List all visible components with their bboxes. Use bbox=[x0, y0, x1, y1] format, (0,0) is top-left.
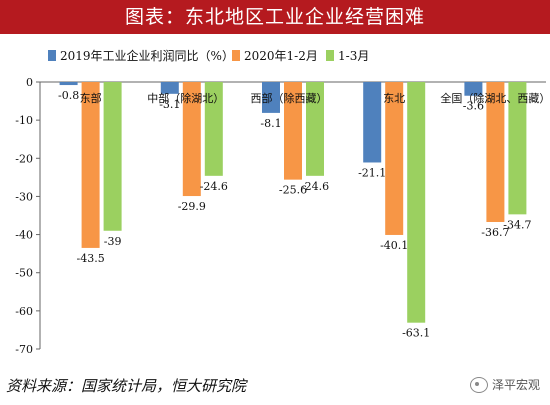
bar-1 bbox=[262, 82, 280, 113]
bar-2 bbox=[81, 82, 100, 248]
category-label: 东部 bbox=[80, 91, 102, 105]
data-label: -25.6 bbox=[279, 184, 307, 197]
bar-1 bbox=[363, 82, 382, 163]
bar-2 bbox=[486, 82, 505, 222]
data-label: -8.1 bbox=[260, 117, 281, 130]
chart: 2019年工业企业利润同比（%） 2020年1-2月 1-3月 0 -10 -20 -30… bbox=[15, 48, 550, 356]
bar-1 bbox=[59, 82, 78, 86]
bar-1 bbox=[464, 82, 483, 96]
source-note: 资料来源：国家统计局，恒大研究院 bbox=[6, 377, 247, 395]
y-tick-label: -60 bbox=[15, 305, 33, 318]
wechat-icon bbox=[469, 376, 488, 393]
data-label: -34.7 bbox=[503, 218, 531, 231]
watermark-text: 泽平宏观 bbox=[491, 378, 540, 392]
y-tick-label: -70 bbox=[15, 343, 33, 356]
data-label: -63.1 bbox=[402, 327, 430, 340]
bars bbox=[59, 82, 527, 323]
legend-swatch bbox=[48, 50, 56, 61]
chart-title: 图表：东北地区工业企业经营困难 bbox=[0, 0, 550, 34]
bar-3 bbox=[508, 82, 527, 215]
data-label: -29.9 bbox=[178, 200, 206, 213]
y-tick-label: -30 bbox=[15, 190, 33, 203]
legend-swatch bbox=[326, 50, 334, 61]
data-label: -24.6 bbox=[301, 180, 329, 193]
y-tick-label: -50 bbox=[15, 267, 33, 280]
category-label: 西部（除西藏） bbox=[251, 91, 328, 105]
bar-2 bbox=[182, 82, 201, 197]
legend-label: 1-3月 bbox=[338, 49, 369, 63]
data-label: -0.8 bbox=[58, 89, 79, 102]
data-label: -3.1 bbox=[159, 98, 180, 111]
watermark: 泽平宏观 bbox=[469, 376, 540, 393]
bar-2 bbox=[385, 82, 404, 235]
y-tick-label: -20 bbox=[15, 152, 33, 165]
data-label: -21.1 bbox=[358, 166, 386, 179]
bar-3 bbox=[103, 82, 122, 231]
legend: 2019年工业企业利润同比（%） 2020年1-2月 1-3月 bbox=[48, 48, 369, 63]
data-label: -39 bbox=[104, 235, 122, 248]
legend-label: 2020年1-2月 bbox=[244, 49, 318, 63]
bar-1 bbox=[160, 82, 179, 94]
axes: 0 -10 -20 -30 -40 -50 -60 -70 bbox=[15, 76, 546, 356]
data-label: -24.6 bbox=[200, 180, 228, 193]
bar-3 bbox=[306, 82, 324, 176]
category-label: 中部（除湖北） bbox=[147, 91, 224, 105]
bar-2 bbox=[284, 82, 302, 180]
y-tick-label: 0 bbox=[26, 76, 33, 89]
y-tick-label: -10 bbox=[15, 114, 33, 127]
data-label: -40.1 bbox=[380, 239, 408, 252]
bar-3 bbox=[204, 82, 223, 176]
legend-swatch bbox=[232, 50, 240, 61]
labels: -0.8 -43.5-39 东部 -3.1 -29.9 -24.6 中部（除湖北） -8.1 -… bbox=[58, 89, 550, 340]
y-tick-label: -40 bbox=[15, 229, 33, 242]
category-label: 东北 bbox=[383, 92, 405, 105]
legend-label: 2019年工业企业利润同比（%） bbox=[60, 48, 234, 63]
data-label: -3.6 bbox=[463, 100, 484, 113]
category-label: 全国（除湖北、西藏） bbox=[440, 91, 550, 105]
data-label: -43.5 bbox=[76, 252, 104, 265]
data-label: -36.7 bbox=[481, 226, 509, 239]
bar-3 bbox=[407, 82, 426, 323]
